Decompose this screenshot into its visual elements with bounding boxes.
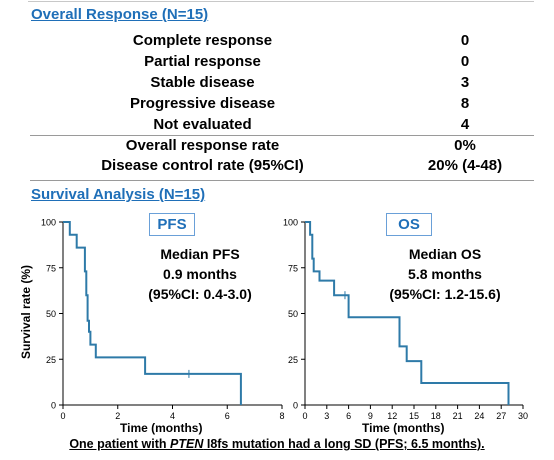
os-median-value: 5.8 months	[408, 266, 482, 282]
os-y-tick-label: 50	[288, 309, 298, 319]
pfs-x-tick-label: 0	[60, 411, 65, 421]
os-x-tick-label: 21	[453, 411, 463, 421]
row-value: 20% (4-48)	[427, 157, 503, 174]
row-label: Stable disease	[150, 74, 255, 91]
response-section-title: Overall Response (N=15)	[31, 6, 209, 23]
table-divider	[30, 135, 534, 136]
pfs-x-tick-label: 4	[170, 411, 175, 421]
row-label: Disease control rate (95%CI)	[101, 157, 304, 174]
row-value: 0	[460, 53, 470, 70]
os-x-tick-label: 0	[302, 411, 307, 421]
pfs-x-tick-label: 8	[279, 411, 284, 421]
pfs-y-tick-label: 75	[46, 263, 56, 273]
os-x-tick-label: 9	[368, 411, 373, 421]
footnote-prefix: One patient with	[69, 437, 171, 451]
table-row: Partial response 0	[30, 53, 534, 74]
pfs-x-axis-label: Time (months)	[120, 421, 203, 435]
table-row: Progressive disease 8	[30, 95, 534, 116]
os-x-tick-label: 24	[474, 411, 484, 421]
pfs-x-tick-label: 6	[225, 411, 230, 421]
row-label: Complete response	[132, 32, 273, 49]
os-median-ci: (95%CI: 1.2-15.6)	[389, 286, 501, 302]
os-y-tick-label: 100	[283, 218, 298, 228]
os-survival-curve	[305, 221, 510, 405]
os-box-label: OS	[386, 213, 432, 236]
os-y-tick-label: 25	[288, 355, 298, 365]
os-y-tick-label: 0	[293, 401, 298, 411]
row-label: Not evaluated	[153, 116, 252, 133]
row-value: 0	[460, 32, 470, 49]
survival-section-title: Survival Analysis (N=15)	[31, 186, 206, 203]
os-x-tick-label: 6	[346, 411, 351, 421]
footnote: One patient with PTEN I8fs mutation had …	[0, 437, 554, 451]
os-x-axis-label: Time (months)	[362, 421, 445, 435]
table-row: Disease control rate (95%CI) 20% (4-48)	[30, 157, 534, 178]
os-median-title: Median OS	[408, 246, 482, 262]
row-label: Progressive disease	[129, 95, 276, 112]
pfs-y-tick-label: 0	[51, 401, 56, 411]
row-label: Partial response	[144, 53, 261, 70]
pfs-median-title: Median PFS	[160, 246, 240, 262]
table-row: Stable disease 3	[30, 74, 534, 95]
row-value: 4	[460, 116, 470, 133]
row-label: Overall response rate	[125, 137, 280, 154]
pfs-x-tick-label: 2	[115, 411, 120, 421]
footnote-suffix: I8fs mutation had a long SD (PFS; 6.5 mo…	[203, 437, 485, 451]
table-row: Not evaluated 4	[30, 116, 534, 137]
pfs-y-tick-label: 100	[41, 218, 56, 228]
table-row: Complete response 0	[30, 32, 534, 53]
os-x-tick-label: 30	[518, 411, 528, 421]
row-value: 3	[460, 74, 470, 91]
row-value: 8	[460, 95, 470, 112]
pfs-y-tick-label: 25	[46, 355, 56, 365]
os-x-tick-label: 15	[409, 411, 419, 421]
os-x-tick-label: 3	[324, 411, 329, 421]
pfs-survival-curve	[63, 221, 242, 405]
row-value: 0%	[454, 137, 476, 154]
os-x-tick-label: 27	[496, 411, 506, 421]
os-y-tick-label: 75	[288, 263, 298, 273]
pfs-median-value: 0.9 months	[163, 266, 237, 282]
table-bottom-rule	[30, 180, 534, 181]
table-row: Overall response rate 0%	[30, 137, 534, 158]
pfs-median-ci: (95%CI: 0.4-3.0)	[148, 286, 252, 302]
os-x-tick-label: 18	[431, 411, 441, 421]
pfs-box-label: PFS	[149, 213, 195, 236]
os-x-tick-label: 12	[387, 411, 397, 421]
footnote-gene: PTEN	[170, 437, 204, 451]
pfs-y-tick-label: 50	[46, 309, 56, 319]
top-rule	[28, 1, 534, 2]
